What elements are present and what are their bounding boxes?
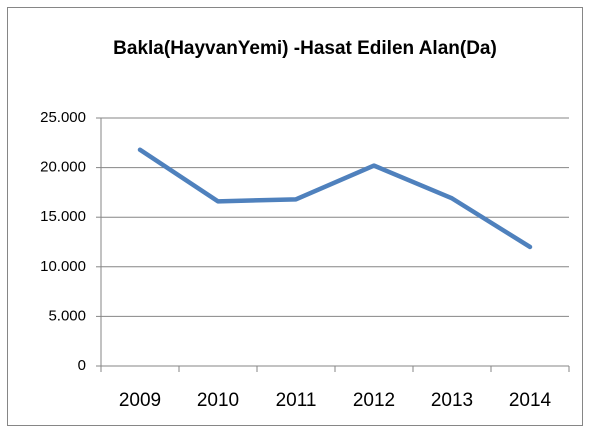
x-tick-label: 2014 <box>509 390 552 411</box>
y-tick-label: 0 <box>78 357 86 374</box>
y-tick-label: 5.000 <box>48 307 86 324</box>
y-tick-label: 15.000 <box>40 208 86 225</box>
y-tick-label: 20.000 <box>40 159 86 176</box>
chart-title: Bakla(HayvanYemi) -Hasat Edilen Alan(Da) <box>113 38 497 59</box>
x-tick-label: 2013 <box>431 390 473 411</box>
x-tick-label: 2010 <box>197 390 239 411</box>
chart-frame <box>7 7 583 426</box>
y-tick-label: 10.000 <box>40 258 86 275</box>
x-tick-label: 2012 <box>353 390 395 411</box>
y-tick-label: 25.000 <box>40 109 86 126</box>
x-tick-label: 2009 <box>119 390 161 411</box>
data-line <box>137 147 533 250</box>
x-tick-label: 2011 <box>276 390 317 411</box>
